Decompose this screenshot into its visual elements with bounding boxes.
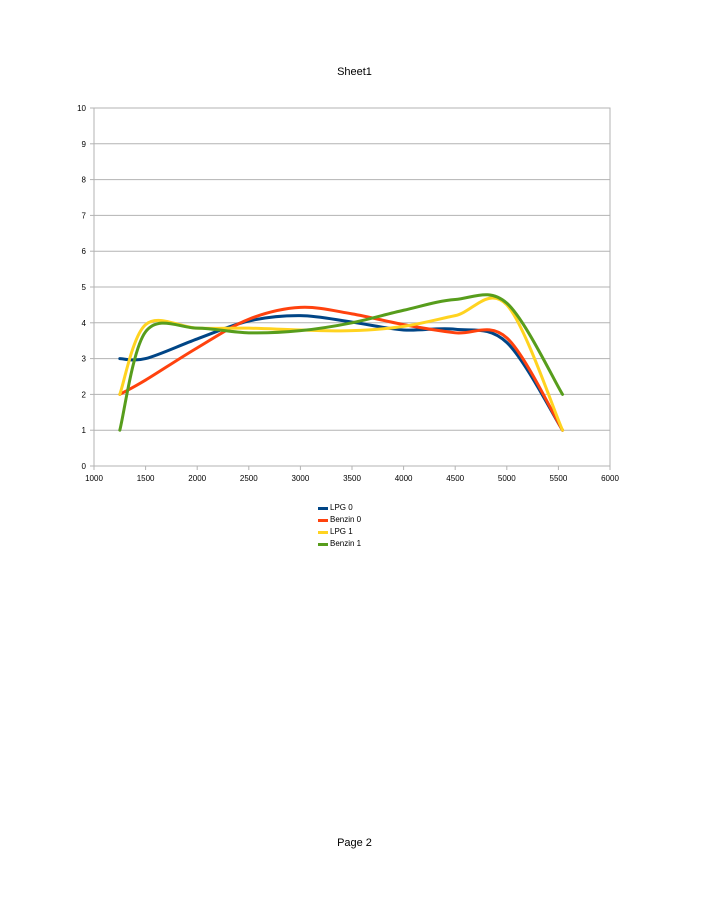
legend-swatch — [318, 542, 328, 546]
x-tick-label: 3000 — [292, 474, 310, 483]
x-tick-label: 5000 — [498, 474, 516, 483]
series-line-benzin-0 — [118, 305, 565, 432]
y-tick-label: 10 — [77, 104, 86, 113]
y-tick-label: 8 — [82, 176, 87, 185]
legend-item-lpg-1: LPG 1 — [318, 526, 361, 538]
legend-item-benzin-0: Benzin 0 — [318, 514, 361, 526]
legend-swatch — [318, 518, 328, 522]
y-tick-label: 1 — [82, 426, 87, 435]
legend-swatch — [318, 530, 328, 534]
series-line-lpg-0 — [118, 314, 565, 432]
x-tick-label: 3500 — [343, 474, 361, 483]
legend-label: LPG 1 — [330, 527, 353, 536]
legend-swatch — [318, 506, 328, 510]
legend-label: Benzin 1 — [330, 539, 362, 548]
chart-legend: LPG 0 Benzin 0 LPG 1 Benzin 1 — [318, 502, 361, 550]
x-tick-label: 4000 — [395, 474, 413, 483]
legend-label: Benzin 0 — [330, 515, 362, 524]
x-tick-label: 2500 — [240, 474, 258, 483]
chart-title: Sheet1 — [337, 66, 372, 78]
x-tick-label: 1000 — [85, 474, 103, 483]
series-line-lpg-1 — [118, 296, 565, 432]
y-tick-label: 2 — [82, 390, 87, 399]
x-tick-label: 1500 — [137, 474, 155, 483]
x-tick-label: 2000 — [188, 474, 206, 483]
y-tick-label: 0 — [82, 462, 87, 471]
x-tick-label: 6000 — [601, 474, 619, 483]
series-line-benzin-1 — [118, 293, 565, 432]
legend-label: LPG 0 — [330, 503, 353, 512]
y-tick-label: 7 — [82, 211, 87, 220]
x-tick-label: 4500 — [446, 474, 464, 483]
y-tick-label: 6 — [82, 247, 87, 256]
legend-item-benzin-1: Benzin 1 — [318, 538, 361, 550]
x-tick-label: 5500 — [550, 474, 568, 483]
y-tick-label: 5 — [82, 283, 87, 292]
y-tick-label: 4 — [82, 319, 87, 328]
y-tick-label: 3 — [82, 355, 87, 364]
page-footer: Page 2 — [337, 837, 372, 849]
legend-item-lpg-0: LPG 0 — [318, 502, 361, 514]
y-tick-label: 9 — [82, 140, 87, 149]
